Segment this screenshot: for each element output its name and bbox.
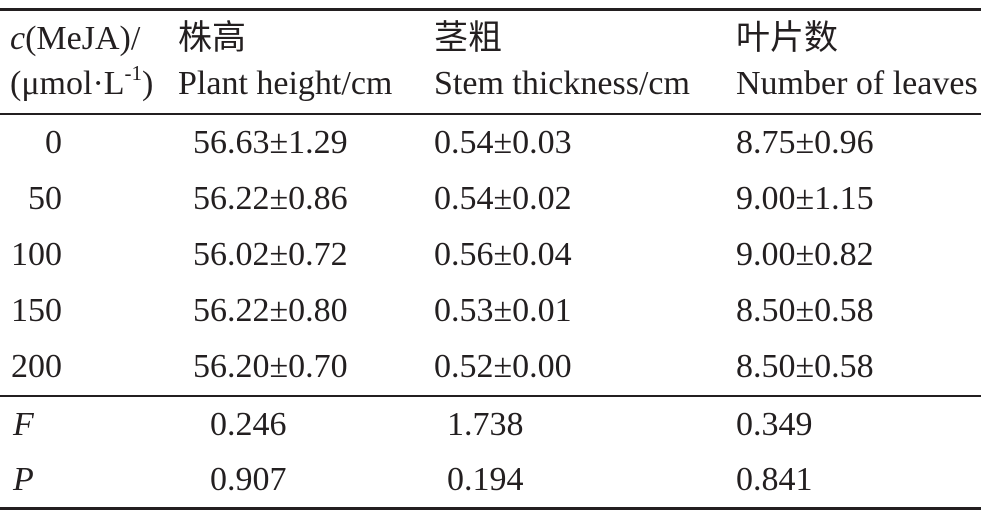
table-row: 0 56.63±1.29 0.54±0.03 8.75±0.96: [0, 114, 981, 171]
cell-stem-thickness: 0.56±0.04: [434, 236, 572, 273]
plant-height-label-en: Plant height/cm: [178, 65, 393, 102]
cell-plant-height: 56.63±1.29: [193, 124, 348, 161]
cell-stem-thickness: 0.54±0.02: [434, 180, 572, 217]
header-cell-concentration: c(MeJA)/ (μmol·L-1): [0, 9, 175, 115]
cell-plant-height: 56.20±0.70: [175, 339, 433, 397]
unit-superscript: -1: [124, 61, 143, 85]
unit-pre: (μmol·L: [10, 65, 125, 102]
cell-leaves: 9.00±0.82: [736, 236, 874, 273]
concentration-label: (MeJA)/: [25, 20, 141, 57]
leaves-label-zh: 叶片数: [736, 20, 838, 57]
p-value-row: P 0.907 0.194 0.841: [0, 452, 981, 509]
cell-concentration: 150: [11, 292, 62, 329]
cell-concentration: 100: [11, 236, 62, 273]
header-cell-stem-thickness: 茎粗 Stem thickness/cm: [433, 9, 736, 115]
unit-post: ): [142, 65, 154, 102]
stem-thickness-label-en: Stem thickness/cm: [434, 65, 690, 102]
table-row: 50 56.22±0.86 0.54±0.02 9.00±1.15: [0, 171, 981, 227]
cell-concentration: 0: [45, 124, 62, 161]
table-row: 100 56.02±0.72 0.56±0.04 9.00±0.82: [0, 227, 981, 283]
cell-stem-thickness: 0.54±0.03: [434, 124, 572, 161]
concentration-header-line2: (μmol·L-1): [10, 61, 175, 106]
cell-leaves: 9.00±1.15: [736, 180, 874, 217]
f-statistic-row: F 0.246 1.738 0.349: [0, 396, 981, 452]
cell-plant-height: 56.02±0.72: [193, 236, 348, 273]
cell-plant-height: 56.22±0.80: [193, 292, 348, 329]
cell-stat-label: P: [13, 461, 34, 498]
cell-plant-height-f: 0.246: [210, 406, 287, 443]
header-row: c(MeJA)/ (μmol·L-1) 株高 Plant height/cm 茎…: [0, 9, 981, 115]
cell-stem-thickness-f: 1.738: [447, 406, 524, 443]
plant-height-label-zh: 株高: [178, 20, 246, 57]
cell-leaves: 8.50±0.58: [736, 339, 981, 397]
table-row: 150 56.22±0.80 0.53±0.01 8.50±0.58: [0, 283, 981, 339]
cell-stem-thickness: 0.53±0.01: [434, 292, 572, 329]
header-cell-plant-height: 株高 Plant height/cm: [175, 9, 433, 115]
cell-leaves-f: 0.349: [736, 406, 813, 443]
table-row: 200 56.20±0.70 0.52±0.00 8.50±0.58: [0, 339, 981, 397]
results-table: c(MeJA)/ (μmol·L-1) 株高 Plant height/cm 茎…: [0, 8, 981, 510]
header-cell-leaves: 叶片数 Number of leaves: [736, 9, 981, 115]
cell-plant-height: 56.22±0.86: [193, 180, 348, 217]
cell-stem-thickness: 0.52±0.00: [433, 339, 736, 397]
stem-thickness-label-zh: 茎粗: [434, 20, 502, 57]
cell-leaves: 8.75±0.96: [736, 124, 874, 161]
cell-stem-thickness-p: 0.194: [447, 461, 524, 498]
cell-leaves-p: 0.841: [736, 461, 813, 498]
leaves-label-en: Number of leaves: [736, 65, 978, 102]
cell-plant-height-p: 0.907: [210, 461, 287, 498]
cell-leaves: 8.50±0.58: [736, 292, 874, 329]
concentration-header-line1: c(MeJA)/: [10, 16, 175, 61]
concentration-symbol: c: [10, 20, 26, 57]
cell-stat-label: F: [13, 406, 34, 443]
cell-concentration: 200: [0, 339, 175, 397]
cell-concentration: 50: [28, 180, 62, 217]
